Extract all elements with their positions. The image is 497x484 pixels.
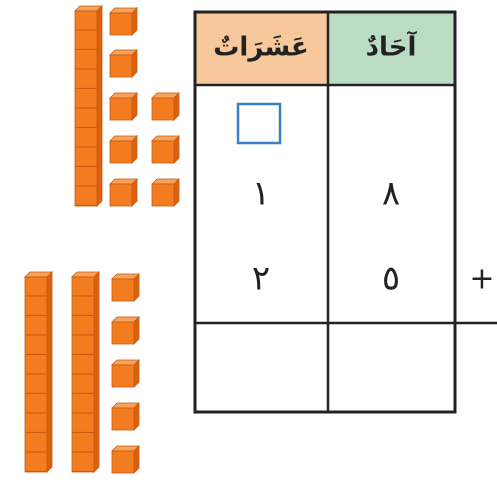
plus-sign: + (469, 262, 494, 297)
ones-digit: ٥ (382, 259, 400, 299)
tens-header: عَشَرَاتٌ (213, 33, 308, 63)
blocks-top (74, 5, 180, 207)
tens-digit: ٢ (252, 259, 270, 299)
table-border (193, 10, 457, 414)
ones-digit: ٨ (382, 174, 400, 214)
tens-header-bg (195, 12, 328, 85)
place-value-table: عَشَرَاتٌ آحَادٌ ١ ٨ ٢ ٥ + (193, 10, 497, 414)
regroup-box (236, 102, 282, 145)
blocks-bottom (24, 271, 140, 474)
ones-header-bg (328, 12, 455, 85)
ones-header: آحَادٌ (366, 31, 418, 63)
tens-digit: ١ (252, 174, 270, 214)
